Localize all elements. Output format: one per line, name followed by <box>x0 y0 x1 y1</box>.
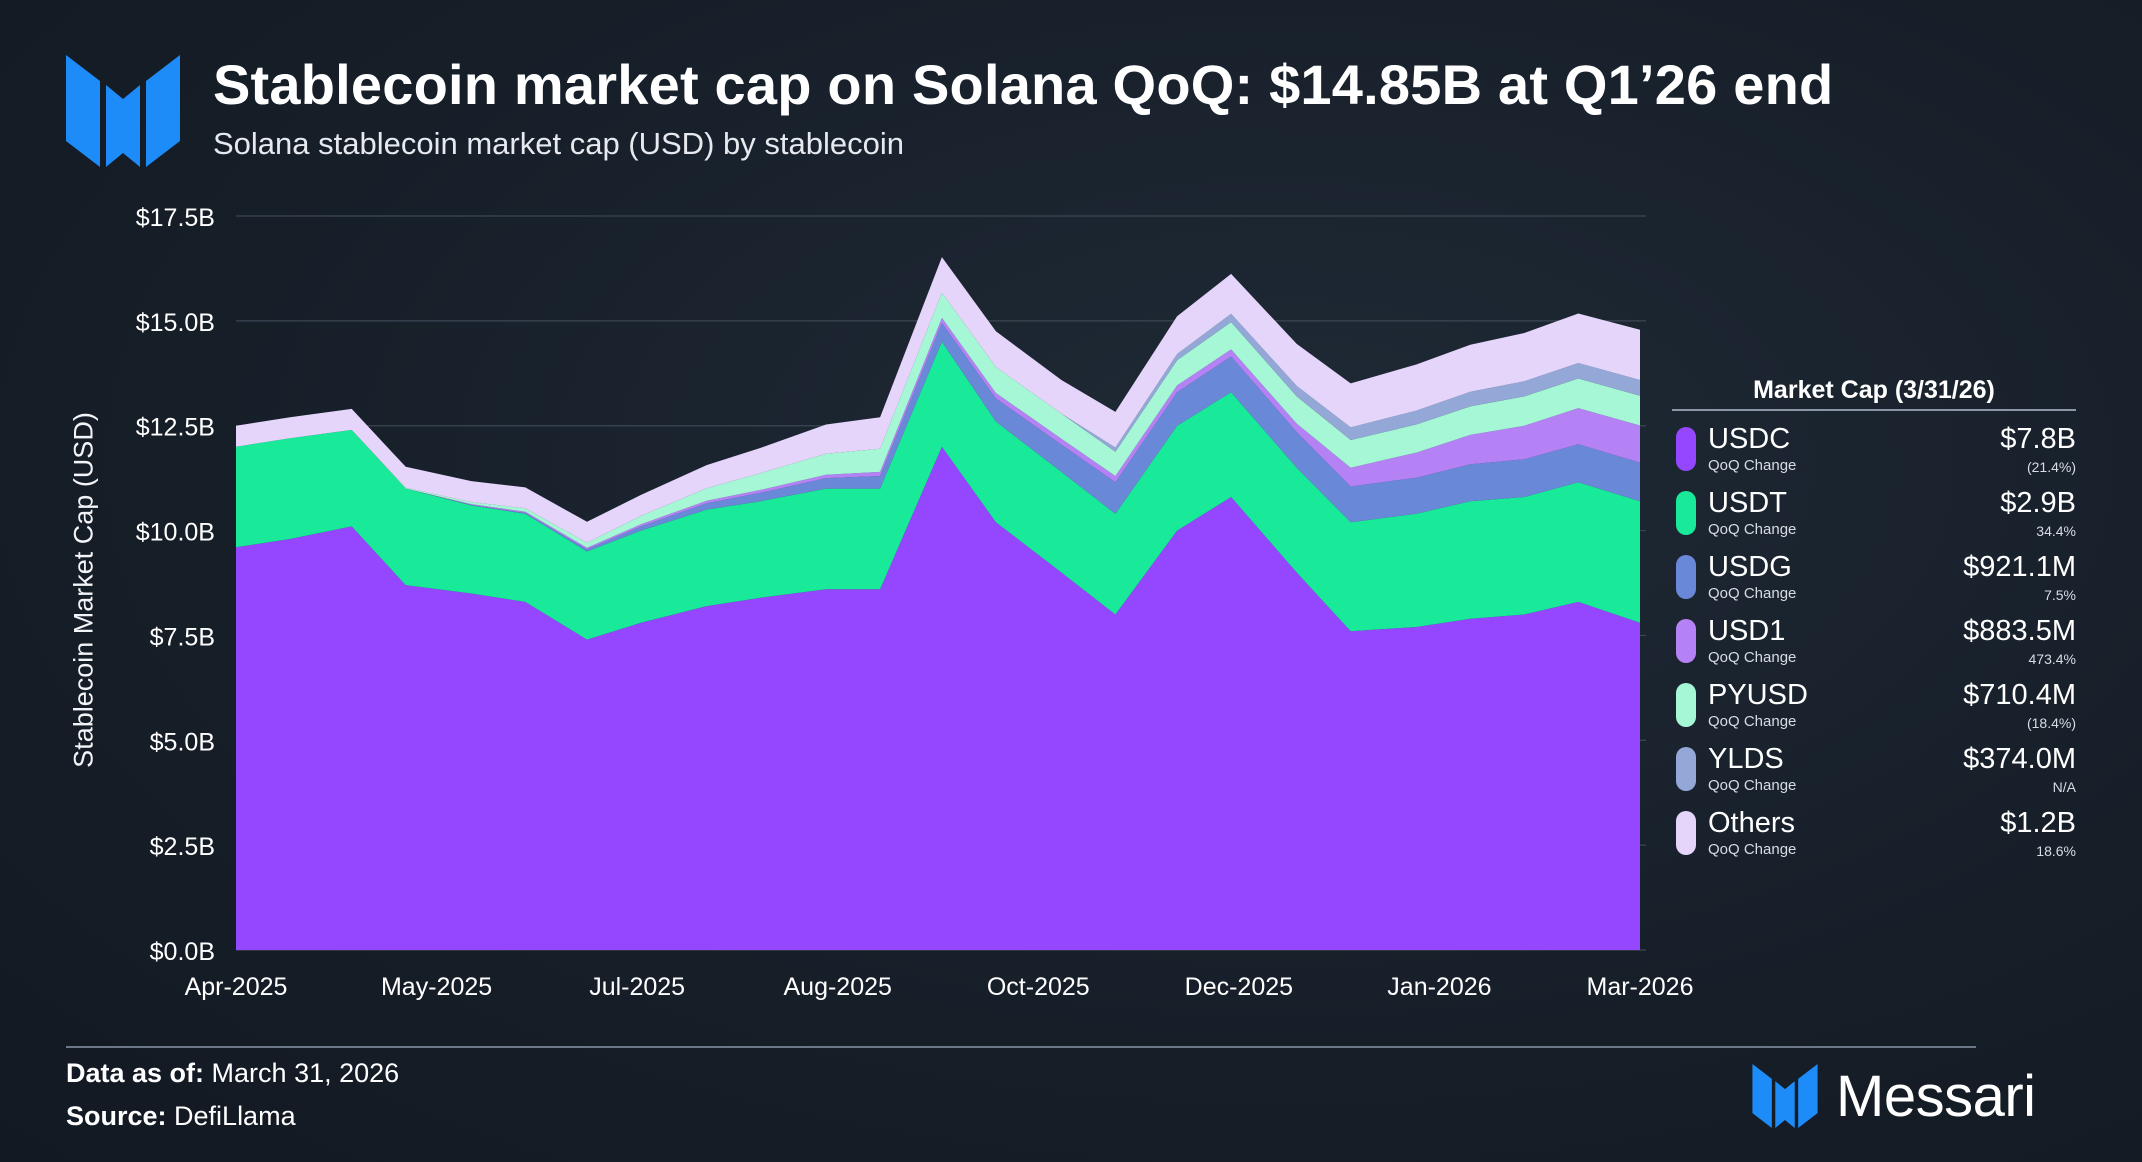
legend-sub: QoQ Change <box>1708 521 1797 538</box>
y-tick-label: $0.0B <box>150 938 215 966</box>
data-as-of: Data as of: March 31, 2026 <box>66 1058 399 1089</box>
y-tick-label: $12.5B <box>136 414 215 442</box>
legend-change: 473.4% <box>2028 651 2076 667</box>
x-tick-label: Oct-2025 <box>987 973 1090 1001</box>
page-title: Stablecoin market cap on Solana QoQ: $14… <box>213 53 1834 116</box>
legend-name: USD1 <box>1708 615 1786 647</box>
legend: Market Cap (3/31/26) USDC QoQ Change $7.8B… <box>1672 376 2076 865</box>
legend-name: USDT <box>1708 487 1787 519</box>
legend-change: 34.4% <box>2036 523 2076 539</box>
source-label: Source: <box>66 1101 167 1131</box>
legend-change: 7.5% <box>2044 587 2076 603</box>
legend-sub: QoQ Change <box>1708 841 1797 858</box>
footer-divider <box>66 1046 1976 1048</box>
stacked-area-chart: $0.0B $2.5B $5.0B $7.5B $10.0B $12.5B $15.0B $1… <box>136 204 1694 1001</box>
legend-sub: QoQ Change <box>1708 777 1797 794</box>
x-tick-label: Jan-2026 <box>1387 973 1491 1001</box>
legend-sub: QoQ Change <box>1708 649 1797 666</box>
legend-change: 18.6% <box>2036 843 2076 859</box>
legend-name: USDG <box>1708 551 1792 583</box>
data-as-of-value: March 31, 2026 <box>204 1058 400 1088</box>
legend-value: $7.8B <box>2000 423 2076 455</box>
x-tick-label: Jul-2025 <box>589 973 685 1001</box>
x-tick-label: May-2025 <box>381 973 492 1001</box>
brand-name: Messari <box>1836 1063 2036 1129</box>
legend-change: N/A <box>2052 779 2076 795</box>
y-tick-label: $17.5B <box>136 204 215 232</box>
legend-sub: QoQ Change <box>1708 713 1797 730</box>
x-tick-label: Dec-2025 <box>1185 973 1293 1001</box>
legend-item-usdc: USDC QoQ Change $7.8B (21.4%) <box>1672 417 2076 481</box>
legend-item-ylds: YLDS QoQ Change $374.0M N/A <box>1672 737 2076 801</box>
brand: Messari <box>1752 1062 2036 1130</box>
source-value: DefiLlama <box>166 1101 296 1131</box>
legend-swatch <box>1676 683 1696 727</box>
legend-swatch <box>1676 747 1696 791</box>
legend-item-usd1: USD1 QoQ Change $883.5M 473.4% <box>1672 609 2076 673</box>
legend-swatch <box>1676 555 1696 599</box>
legend-value: $1.2B <box>2000 807 2076 839</box>
legend-item-pyusd: PYUSD QoQ Change $710.4M (18.4%) <box>1672 673 2076 737</box>
x-tick-label: Mar-2026 <box>1587 973 1694 1001</box>
series-area-usdc <box>236 446 1640 950</box>
legend-sub: QoQ Change <box>1708 457 1797 474</box>
y-tick-label: $7.5B <box>150 623 215 651</box>
legend-value: $374.0M <box>1963 743 2076 775</box>
legend-item-usdt: USDT QoQ Change $2.9B 34.4% <box>1672 481 2076 545</box>
data-as-of-label: Data as of: <box>66 1058 205 1088</box>
y-tick-label: $10.0B <box>136 519 215 547</box>
legend-change: (18.4%) <box>2026 715 2076 731</box>
source: Source: DefiLlama <box>66 1101 296 1132</box>
legend-swatch <box>1676 619 1696 663</box>
legend-item-others: Others QoQ Change $1.2B 18.6% <box>1672 801 2076 865</box>
x-tick-label: Apr-2025 <box>185 973 288 1001</box>
legend-value: $883.5M <box>1963 615 2076 647</box>
page-subtitle: Solana stablecoin market cap (USD) by st… <box>213 126 904 161</box>
legend-name: USDC <box>1708 423 1791 455</box>
legend-item-usdg: USDG QoQ Change $921.1M 7.5% <box>1672 545 2076 609</box>
legend-name: PYUSD <box>1708 679 1808 711</box>
legend-title: Market Cap (3/31/26) <box>1672 376 2076 411</box>
legend-swatch <box>1676 811 1696 855</box>
series-area-usdt <box>236 341 1640 640</box>
y-tick-label: $5.0B <box>150 728 215 756</box>
legend-value: $921.1M <box>1963 551 2076 583</box>
x-tick-label: Aug-2025 <box>783 973 891 1001</box>
y-tick-label: $15.0B <box>136 309 215 337</box>
messari-brand-icon <box>1752 1064 1818 1128</box>
legend-swatch <box>1676 427 1696 471</box>
legend-name: YLDS <box>1708 743 1784 775</box>
legend-name: Others <box>1708 807 1796 839</box>
y-tick-label: $2.5B <box>150 833 215 861</box>
series-area-others <box>236 257 1640 543</box>
legend-sub: QoQ Change <box>1708 585 1797 602</box>
legend-value: $2.9B <box>2000 487 2076 519</box>
messari-logo-icon <box>66 55 180 167</box>
legend-swatch <box>1676 491 1696 535</box>
legend-value: $710.4M <box>1963 679 2076 711</box>
legend-change: (21.4%) <box>2026 459 2076 475</box>
